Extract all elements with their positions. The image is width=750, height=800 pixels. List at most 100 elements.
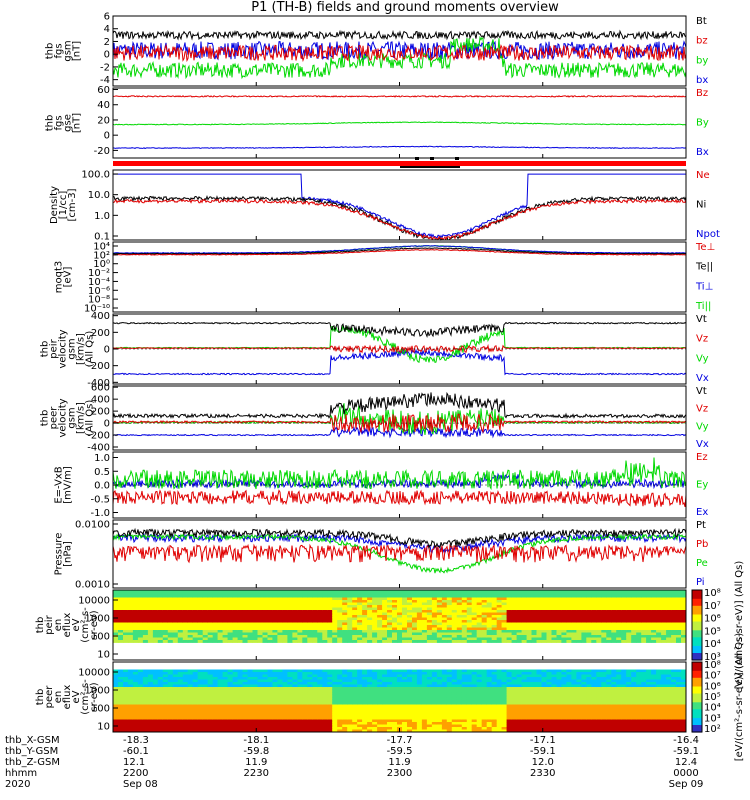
series-Ey [112,457,687,491]
y-tick-label: 10.0 [88,190,110,201]
y-axis-label: Pressure [54,533,65,576]
series-bx [112,40,687,61]
y-axis-label: peir [49,338,60,358]
legend-Ni: Ni [696,199,706,210]
y-axis-label: eflux [62,613,73,638]
y-axis-label: Density [49,186,60,224]
y-axis-label: velocity [58,398,69,437]
y-axis-label: eV [71,690,82,703]
y-axis-label: (cm²-s- [80,679,91,715]
series-Vz [112,412,687,434]
x-row-value: -59.1 [530,746,556,757]
y-tick-label: 0 [104,345,110,356]
x-row-value: -59.5 [387,746,413,757]
x-row-value: -16.4 [673,735,699,746]
y-axis-label: gse [63,114,74,132]
series-Pe [112,532,687,574]
y-tick-label: -1.0 [90,508,110,519]
panel-frame [112,519,687,589]
y-axis-label: [nT] [72,113,83,133]
y-tick-label: 0 [104,50,110,61]
y-axis-label: sr-eV) [89,682,100,711]
y-tick-label: -2 [100,62,110,73]
x-row-value: -60.1 [123,746,149,757]
colorbar-tick: 10⁸ [704,588,721,599]
y-tick-label: 100.0 [81,170,110,181]
legend-Ey: Ey [696,480,708,491]
y-tick-label: 400 [91,311,110,322]
y-axis-label: [km/s] [76,402,87,434]
colorbar-label: [eV/(cm²-s-sr-eV)] (All Qs) [734,633,745,762]
y-tick-label: 600 [91,383,110,394]
y-axis-label: peer [49,406,60,430]
y-tick-label: 0 [104,419,110,430]
x-row-label: thb_Y-GSM [5,746,58,757]
y-axis-label: peir [44,614,55,634]
series-By [112,121,687,126]
y-tick-label: 100 [91,704,110,715]
y-axis-label: (cm²-s- [80,607,91,643]
y-tick-label: 0 [104,131,110,142]
y-tick-label: 10⁴ [93,242,110,253]
x-row-value: -18.1 [243,735,269,746]
y-axis-label: thb [40,410,51,427]
series-bz [112,43,687,63]
colorbar-tick: 10⁸ [704,660,721,671]
x-row-value: 0000 [673,768,698,779]
y-axis-label: gsm [67,338,78,359]
y-tick-label: 40 [97,100,110,111]
y-tick-label: 0.0 [94,481,110,492]
x-row-label: thb_X-GSM [5,735,60,746]
y-tick-label: 200 [91,328,110,339]
legend-Npot: Npot [696,229,720,240]
legend-Ez: Ez [696,452,708,463]
y-tick-label: 1000 [85,686,110,697]
x-row-value: 2230 [244,768,269,779]
y-tick-label: 10000 [78,668,110,679]
legend-Vt: Vt [696,314,707,325]
y-axis-label: [cm-3] [67,188,78,221]
x-row-label: thb_Z-GSM [5,757,60,768]
y-tick-label: 0.0100 [75,520,110,531]
legend-Vt: Vt [696,386,707,397]
y-tick-label: 10⁻⁸ [88,295,110,306]
y-axis-label: thb [45,43,56,60]
legend-Bt: Bt [696,16,707,27]
series-Ti⊥ [113,245,687,254]
y-tick-label: -0.5 [90,494,110,505]
y-tick-label: 10 [97,722,110,733]
panel-5: Vt Vz Vy Vx 400 200 0 -200 -400 thbpeirvelocitygs… [40,311,709,389]
y-tick-label: 1.0 [94,453,110,464]
y-axis-label: peer [44,685,55,709]
legend-Ti⊥: Ti⊥ [695,281,713,292]
y-axis-label: fgs [54,115,65,130]
legend-Vz: Vz [696,404,708,415]
y-axis-label: [1/cc] [58,191,69,220]
y-axis-label: E=-VxB [54,466,65,503]
y-tick-label: -20 [94,146,110,157]
panel-8: Pt Pb Pe Pi 0.0100 0.0010 Pressure[nPa] [54,519,708,591]
y-tick-label: -4 [100,75,110,86]
legend-Bz: Bz [696,88,708,99]
x-axis-table: thb_X-GSM -18.3 -18.1 -17.7 -17.1 -16.4 thb_Y-… [5,735,703,790]
legend-By: By [696,117,709,128]
y-tick-label: 60 [97,85,110,96]
series-by [112,35,687,80]
y-axis-label: thb [45,115,56,132]
y-tick-label: 10⁻² [88,268,110,279]
x-row-value: -59.1 [673,746,699,757]
y-axis-label: eV [71,618,82,631]
panel-7: Ez Ey Ex 1.0 0.5 0.0 -0.5 -1.0 E=-VxB[mV/m] [54,451,708,519]
y-axis-label: [eV] [63,267,74,288]
y-tick-label: -200 [87,361,110,372]
legend-Bx: Bx [696,147,709,158]
legend-bz: bz [696,36,708,47]
y-axis-label: velocity [58,329,69,368]
y-tick-label: -400 [87,378,110,389]
legend-Vy: Vy [696,421,709,432]
